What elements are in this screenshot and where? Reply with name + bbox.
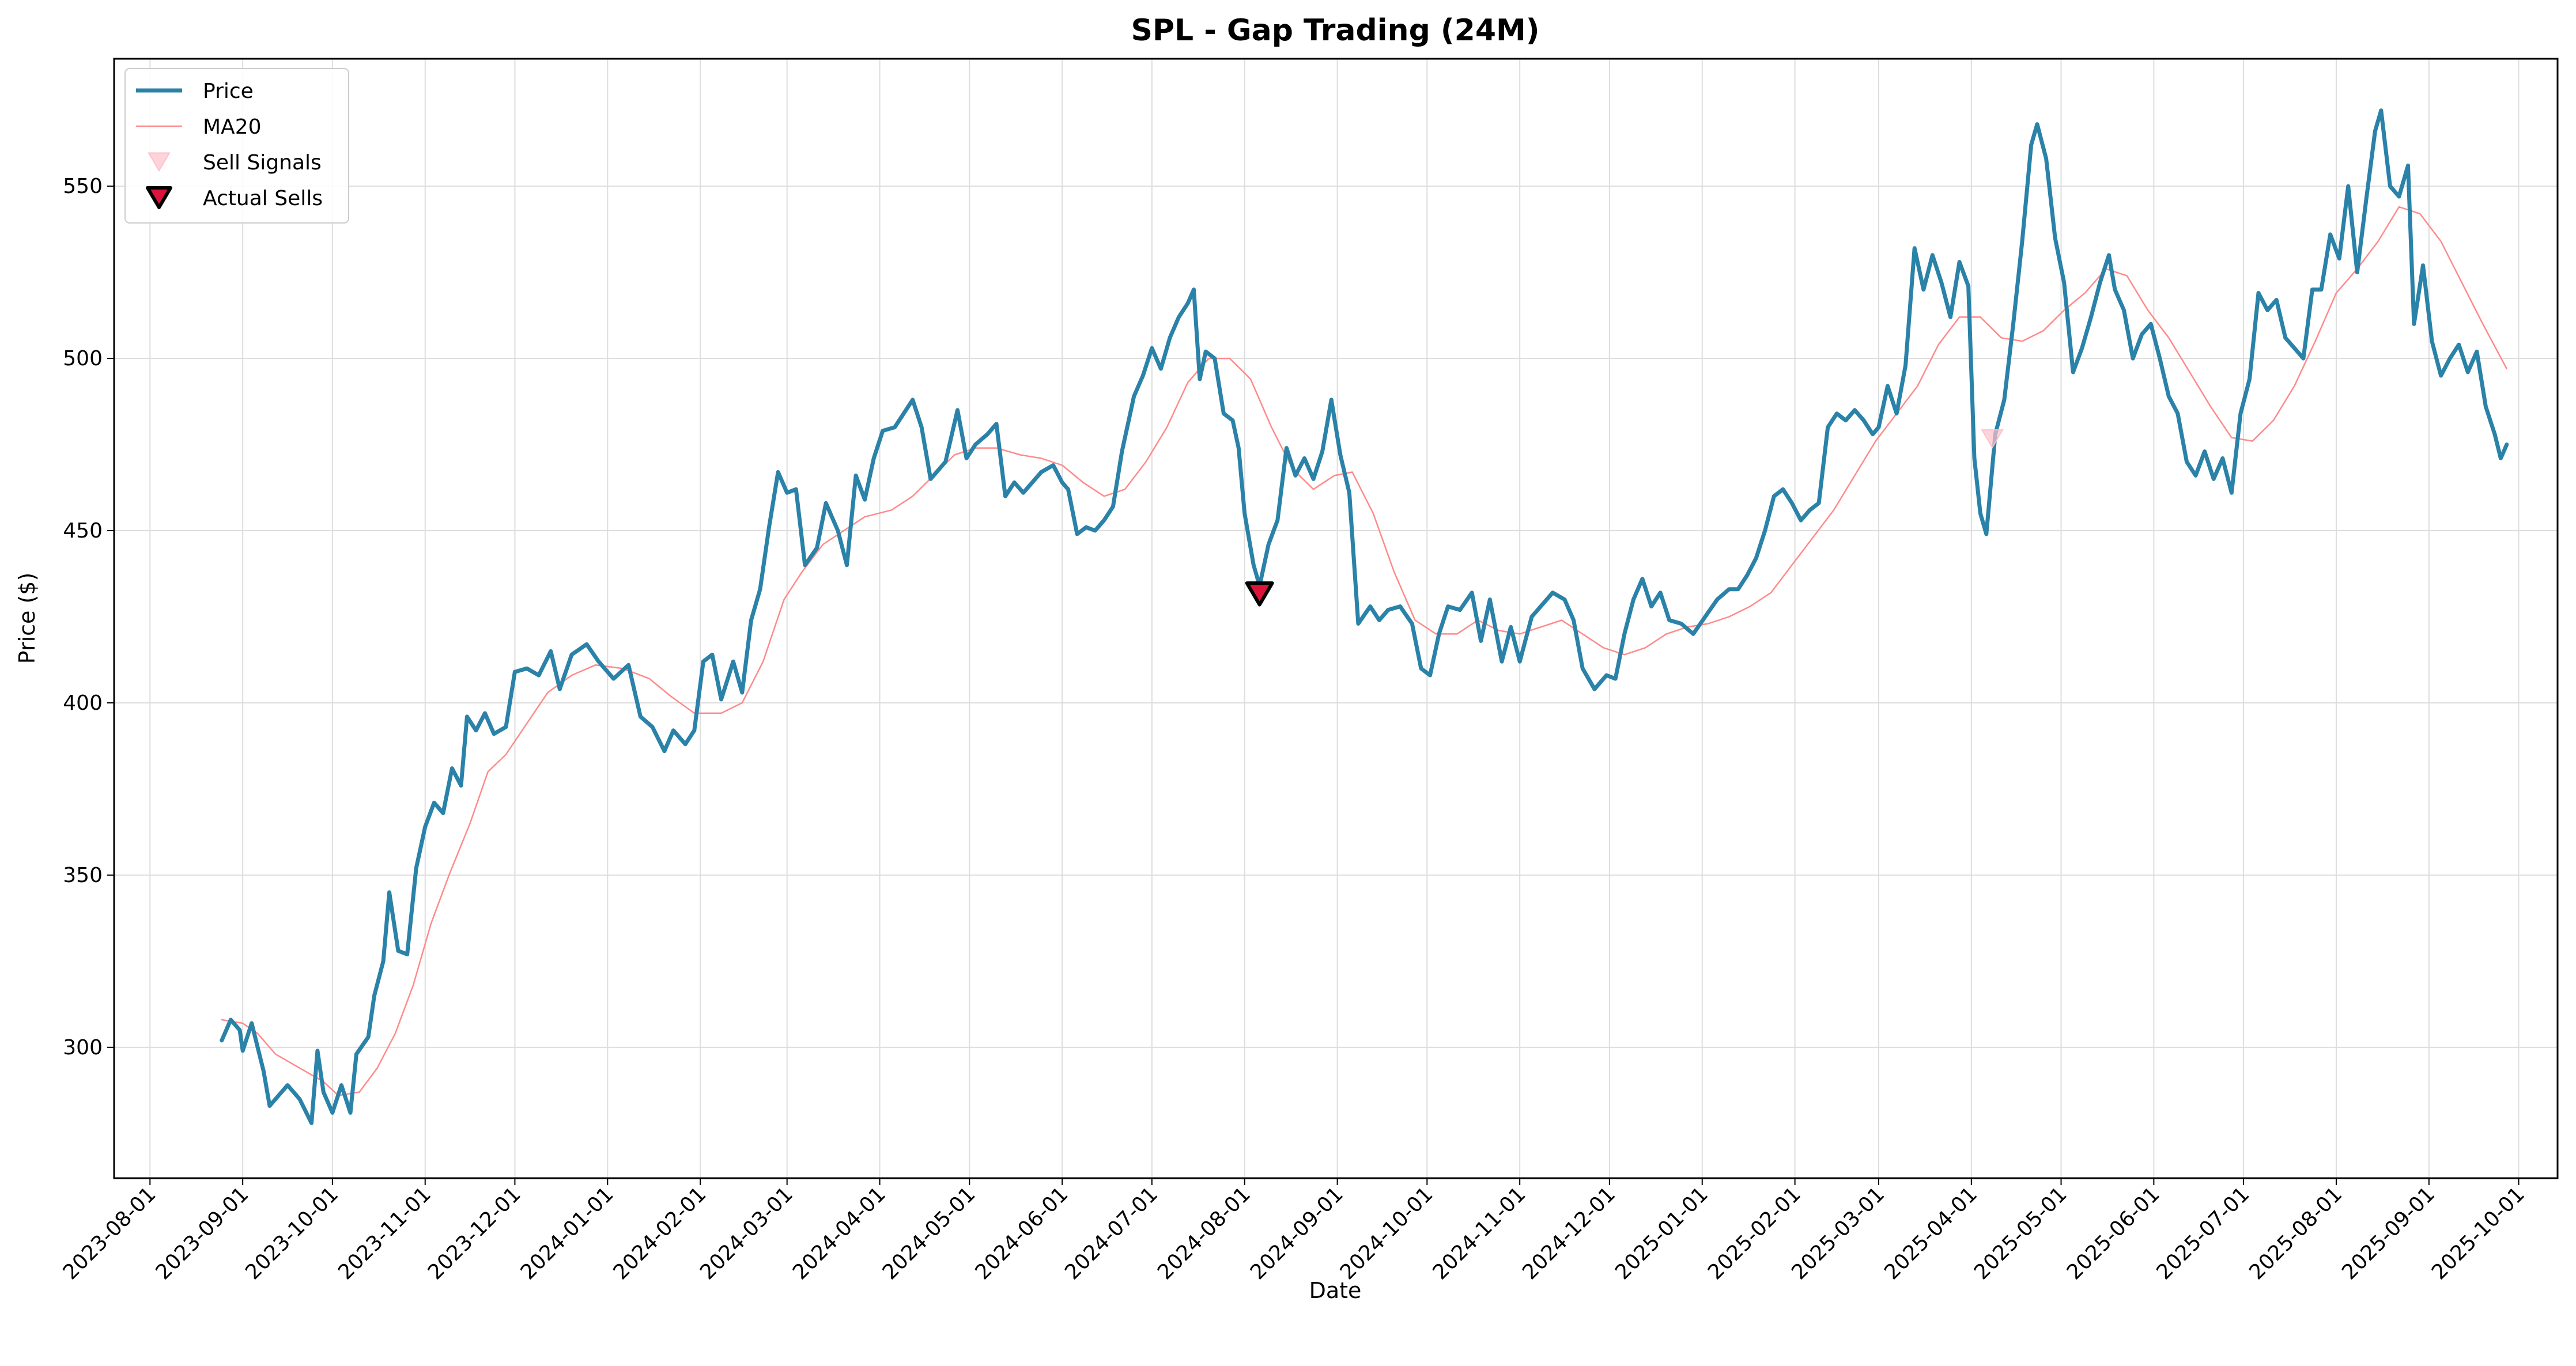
series-line-price [220, 108, 2509, 1125]
legend-label: Actual Sells [203, 187, 323, 210]
legend-box [124, 68, 349, 224]
legend-swatch-actual-sells [146, 186, 172, 209]
y-tick-label: 350 [63, 864, 103, 887]
plot-frame [113, 58, 2559, 1179]
legend-label: MA20 [203, 115, 262, 139]
y-axis: 300 350 400 450 500 550 [63, 175, 114, 1059]
legend: Price MA20 Sell Signals Actual Sells [124, 68, 349, 224]
y-tick-label: 450 [63, 519, 103, 543]
plot-markers [1245, 429, 2004, 607]
chart-title: SPL - Gap Trading (24M) [1131, 13, 1539, 48]
grid [114, 59, 2558, 1178]
sell-signal-marker [1981, 429, 2004, 449]
legend-swatch-sell-signals [148, 152, 171, 172]
plot-lines [220, 108, 2509, 1125]
y-tick-label: 550 [63, 175, 103, 198]
y-tick-label: 500 [63, 347, 103, 370]
x-axis-label: Date [1309, 1278, 1362, 1303]
legend-label: Sell Signals [203, 151, 322, 175]
actual-sell-marker [1245, 581, 1274, 607]
y-tick-label: 300 [63, 1036, 103, 1059]
y-tick-label: 400 [63, 691, 103, 715]
y-axis-label: Price ($) [14, 573, 40, 664]
legend-label: Price [203, 80, 254, 103]
series-line-ma20 [221, 206, 2508, 1096]
